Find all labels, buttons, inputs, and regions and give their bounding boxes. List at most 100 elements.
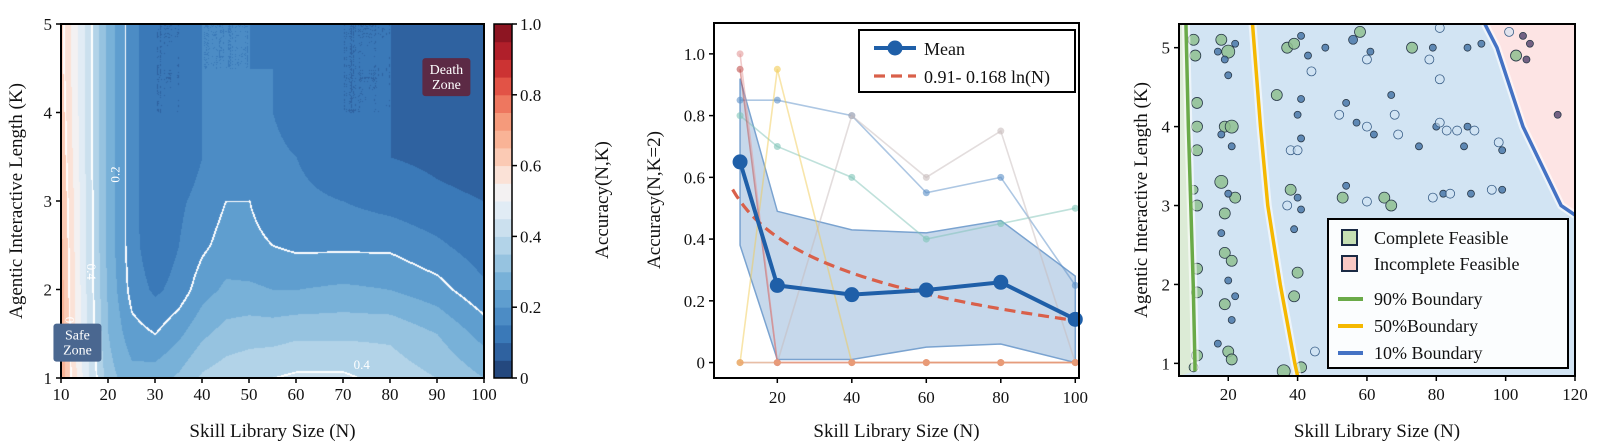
mean-point: [1067, 311, 1083, 327]
y-tick-label: 4: [44, 104, 53, 123]
colorbar-tick-label: 0: [520, 369, 529, 388]
scatter-point: [1369, 130, 1378, 139]
scatter-point: [1227, 316, 1236, 324]
scatter-point: [1225, 353, 1238, 366]
scatter-point: [1304, 51, 1312, 60]
colorbar-segment: [494, 360, 512, 379]
scatter-point: [1467, 189, 1475, 198]
annotation-text: Zone: [63, 344, 92, 359]
scatter-point: [1290, 225, 1299, 234]
y-tick-label: 0.8: [684, 107, 705, 126]
scatter-point: [1191, 97, 1203, 109]
scatter-point: [1477, 39, 1486, 48]
y-tick-label: 3: [44, 192, 53, 211]
annotation-box: [422, 58, 471, 97]
y-tick-label: 3: [1162, 197, 1171, 216]
mean-point: [993, 274, 1009, 290]
x-tick-label: 70: [335, 385, 352, 404]
scatter-point: [1284, 183, 1297, 196]
colorbar-segment: [494, 342, 512, 361]
boundary-line-90: [1184, 24, 1197, 372]
colorbar-tick-label: 0.4: [520, 227, 542, 246]
scatter-point: [1231, 39, 1240, 48]
x-tick-label: 100: [1493, 385, 1519, 404]
individual-series-point: [736, 112, 744, 120]
legend-patch: [1341, 229, 1358, 246]
scatter-point: [1434, 24, 1445, 33]
scatter-point: [1306, 66, 1317, 77]
scatter-point: [1213, 47, 1222, 56]
scatter-point: [1389, 109, 1400, 120]
individual-series-line: [739, 114, 1076, 240]
y-tick-label: 1: [44, 369, 53, 388]
x-axis-label: Skill Library Size (N): [813, 421, 979, 442]
scatter-point: [1321, 43, 1330, 52]
scatter-point: [1224, 189, 1233, 198]
legend: Complete Feasible Incomplete Feasible 90% …: [1327, 218, 1569, 369]
individual-series-point: [997, 127, 1005, 135]
mean-line: [738, 161, 1077, 322]
scatter-point: [1191, 120, 1203, 133]
individual-series-point: [848, 173, 856, 181]
scatter-point: [1354, 25, 1366, 38]
scatter-point: [1362, 196, 1372, 207]
x-tick-label: 20: [769, 388, 786, 407]
scatter-point: [1297, 205, 1305, 214]
legend-box: [858, 29, 1076, 93]
scatter-point: [1510, 49, 1522, 62]
colorbar-segment: [494, 307, 512, 326]
scatter-point: [1441, 125, 1452, 136]
x-tick-label: 80: [382, 385, 399, 404]
scatter-point: [1288, 290, 1301, 303]
mean-point: [769, 277, 785, 293]
scatter-point: [1189, 49, 1202, 62]
scatter-point: [1469, 125, 1480, 136]
individual-series-point: [773, 65, 781, 73]
individual-series-point: [848, 359, 856, 367]
scatter-point: [1385, 199, 1398, 212]
scatter-point: [1215, 33, 1228, 46]
plot-frame: [60, 23, 485, 379]
x-tick-label: 60: [1358, 385, 1375, 404]
individual-series-point: [773, 96, 781, 104]
plot-frame: [713, 22, 1080, 379]
legend-boundary-label: 10% Boundary: [1374, 343, 1482, 363]
individual-series-point: [922, 173, 930, 181]
annotation-text: Safe: [65, 329, 90, 344]
y-tick-label: 1: [1162, 354, 1171, 373]
x-tick-label: 100: [1063, 388, 1089, 407]
scatter-point: [1282, 200, 1293, 211]
x-tick-label: 100: [471, 385, 497, 404]
individual-series-point: [773, 359, 781, 367]
scatter-point: [1225, 254, 1238, 267]
individual-series-line: [740, 99, 1076, 286]
scatter-point: [1342, 181, 1351, 190]
scatter-point: [1445, 188, 1456, 199]
individual-series-point: [997, 220, 1005, 228]
y-tick-label: 4: [1162, 118, 1171, 137]
x-tick-label: 10: [53, 385, 70, 404]
scatter-point: [1292, 145, 1303, 156]
mean-point: [732, 154, 748, 170]
annotation-text: Zone: [432, 78, 461, 93]
scatter-point: [1348, 34, 1358, 45]
scatter-point: [1334, 109, 1345, 120]
y-tick-label: 5: [1162, 39, 1171, 58]
x-tick-label: 90: [429, 385, 446, 404]
scatter-point: [1553, 110, 1562, 119]
individual-series-point: [736, 359, 744, 367]
y-tick-label: 0.4: [684, 230, 706, 249]
colorbar-segment: [494, 271, 512, 290]
colorbar-label: Accuracy(N,K): [592, 141, 613, 259]
x-tick-label: 80: [992, 388, 1009, 407]
scatter-point: [1218, 298, 1231, 311]
y-tick-label: 2: [1162, 275, 1171, 294]
y-tick-label: 5: [44, 15, 53, 34]
x-tick-label: 60: [918, 388, 935, 407]
colorbar-segment: [494, 218, 512, 237]
scatter-point: [1342, 99, 1351, 107]
scatter-point: [1214, 174, 1229, 189]
contour-label: 0.4: [84, 264, 99, 281]
scatter-point: [1526, 39, 1534, 48]
